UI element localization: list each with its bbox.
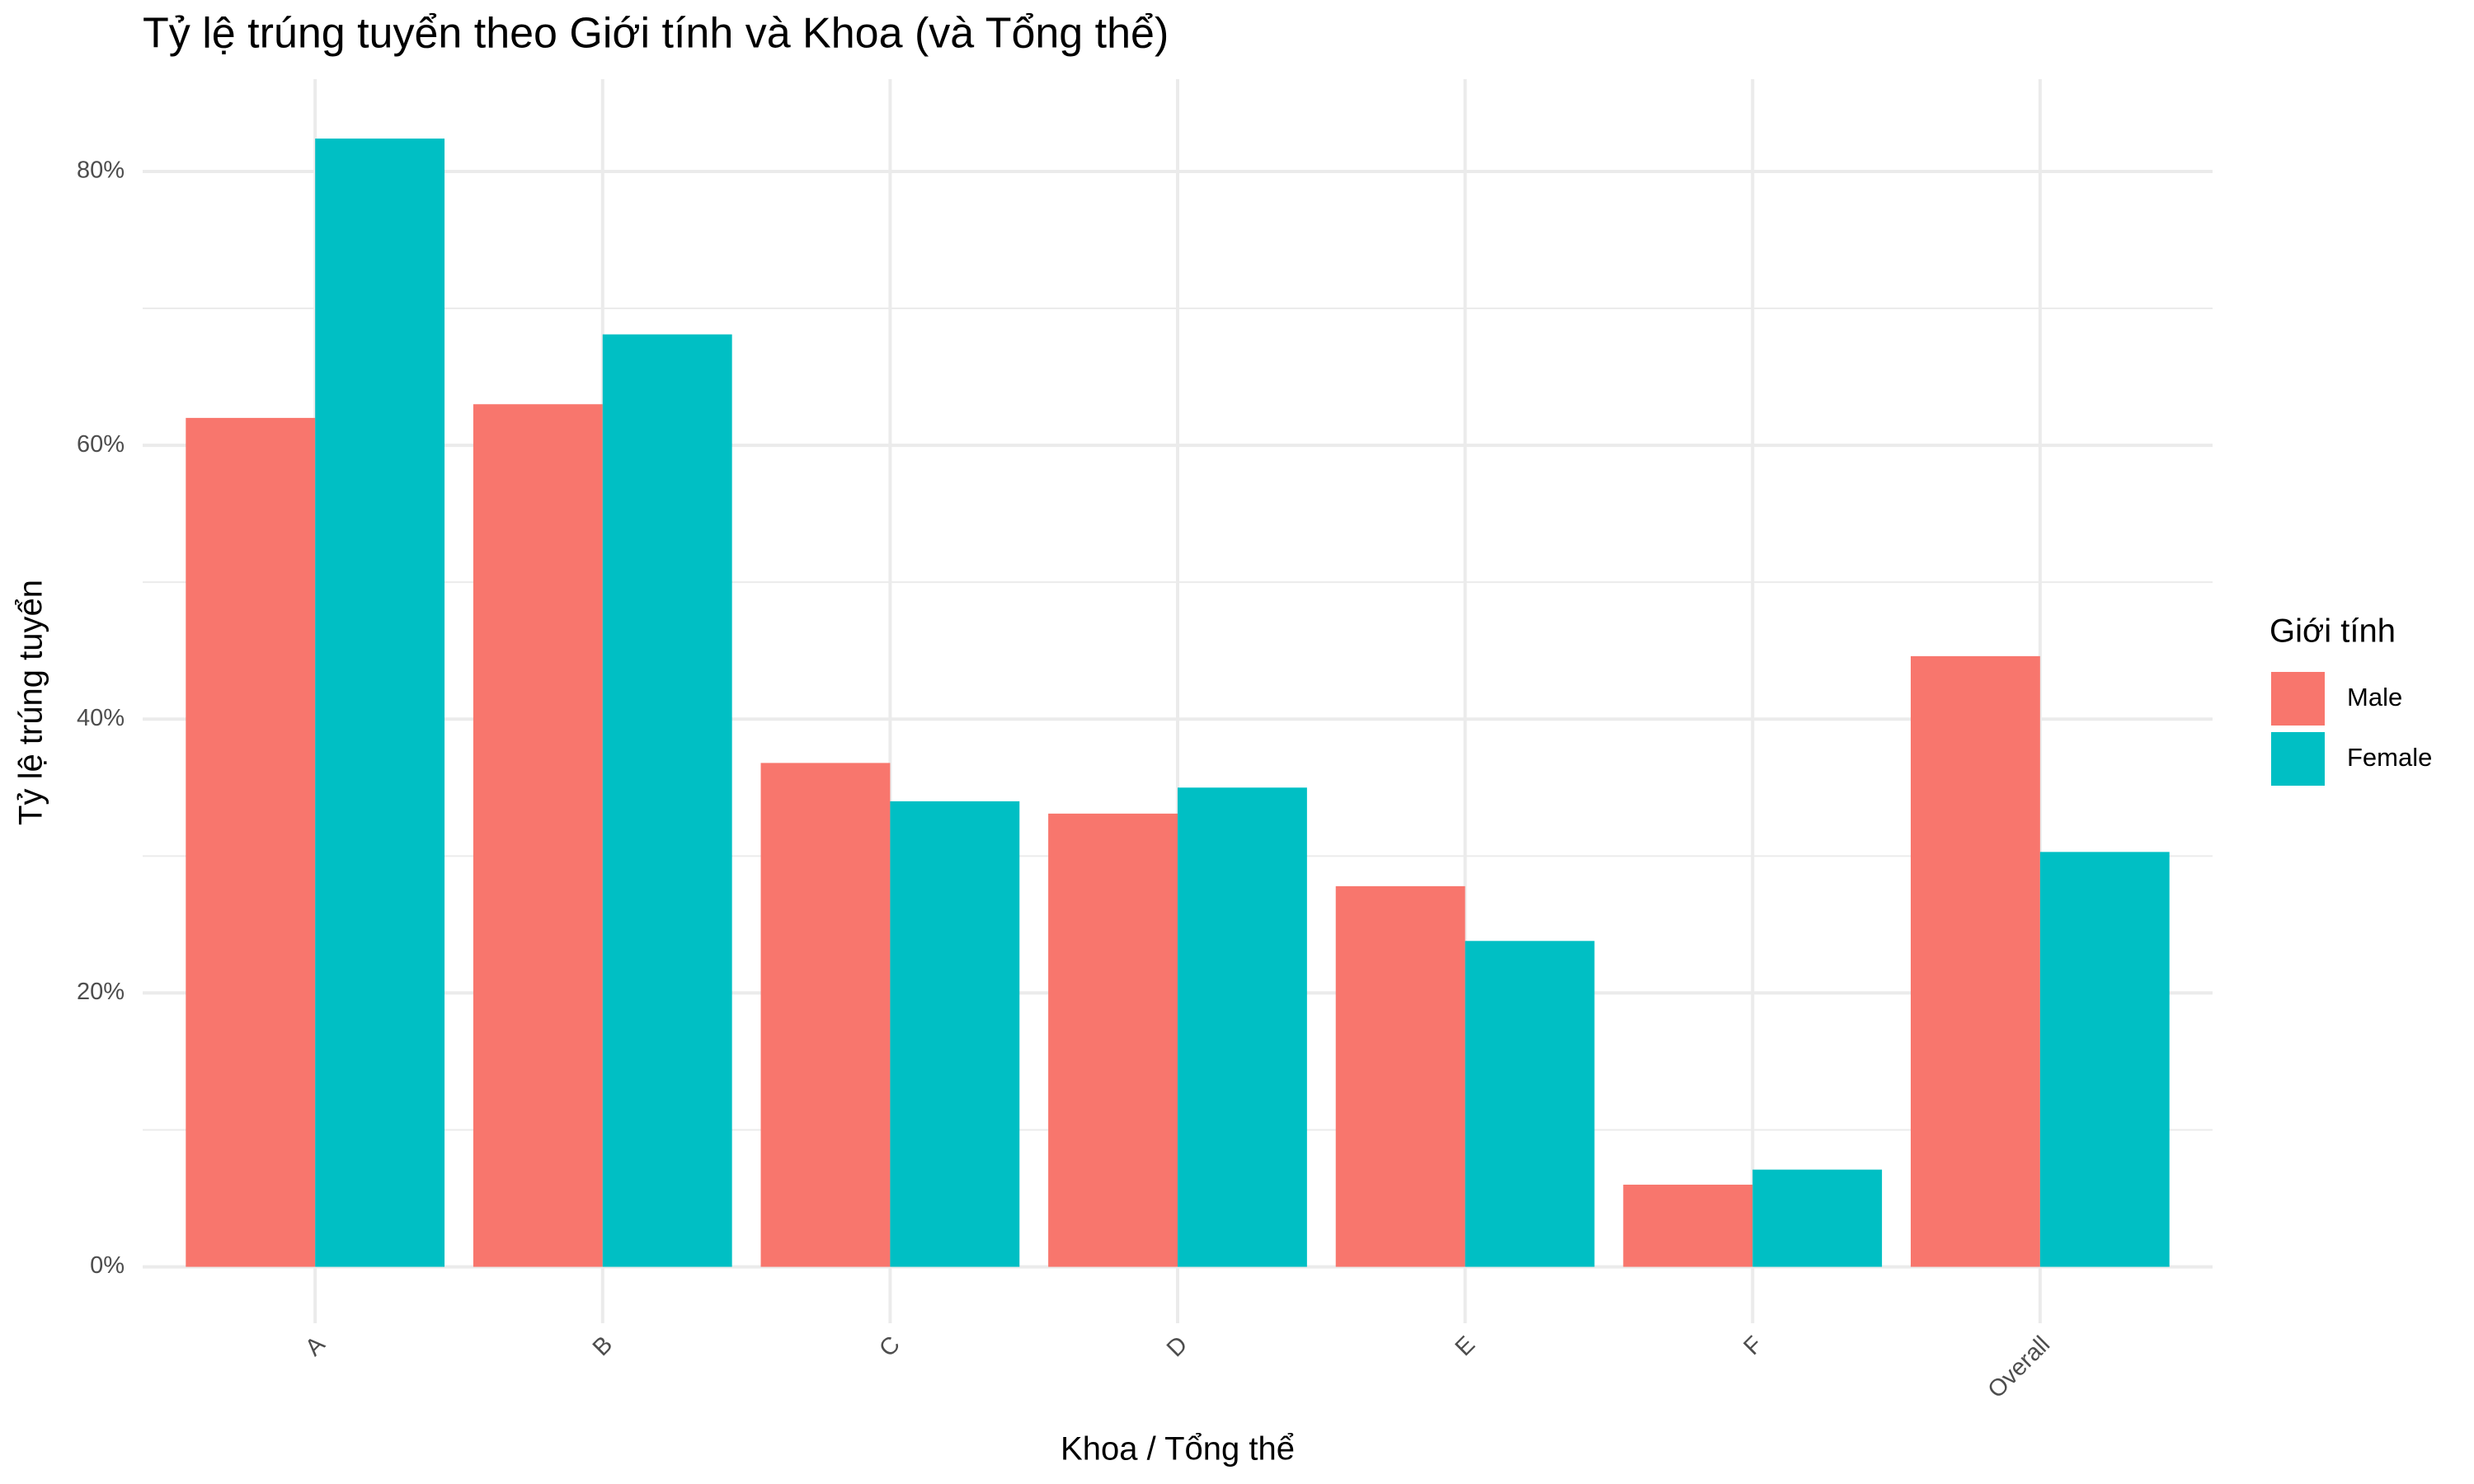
bar — [1335, 885, 1465, 1267]
legend-key — [2271, 672, 2325, 726]
x-axis-title: Khoa / Tổng thể — [1061, 1431, 1295, 1468]
bar — [1178, 787, 1307, 1267]
x-tick-label: A — [300, 1331, 331, 1361]
x-tick-label: D — [1162, 1331, 1192, 1362]
legend-label: Female — [2347, 743, 2432, 772]
legend-key — [2271, 732, 2325, 786]
x-tick-label: C — [874, 1331, 905, 1362]
bar — [890, 801, 1020, 1267]
x-tick-label: E — [1451, 1331, 1480, 1361]
bar — [1752, 1169, 1883, 1267]
bar — [186, 417, 316, 1267]
x-tick-label: F — [1738, 1331, 1767, 1360]
chart-title: Tỷ lệ trúng tuyển theo Giới tính và Khoa… — [143, 10, 1169, 58]
bar — [1910, 655, 2040, 1267]
x-tick-label: B — [588, 1331, 618, 1361]
bar — [473, 404, 603, 1267]
y-axis-title: Tỷ lệ trúng tuyển — [13, 580, 49, 825]
bar — [1048, 813, 1178, 1267]
y-tick-label: 80% — [77, 157, 125, 184]
legend-title: Giới tính — [2269, 613, 2396, 650]
bar — [1465, 941, 1595, 1267]
x-tick-label: Overall — [1983, 1331, 2056, 1404]
bar — [602, 334, 732, 1267]
y-tick-label: 60% — [77, 431, 125, 458]
y-tick-label: 0% — [90, 1252, 125, 1279]
bar — [1623, 1184, 1753, 1267]
bar — [760, 763, 891, 1267]
bar — [2039, 852, 2170, 1267]
y-tick-label: 40% — [77, 705, 125, 731]
y-tick-label: 20% — [77, 979, 125, 1005]
legend-label: Male — [2347, 683, 2402, 711]
bar — [315, 139, 445, 1267]
